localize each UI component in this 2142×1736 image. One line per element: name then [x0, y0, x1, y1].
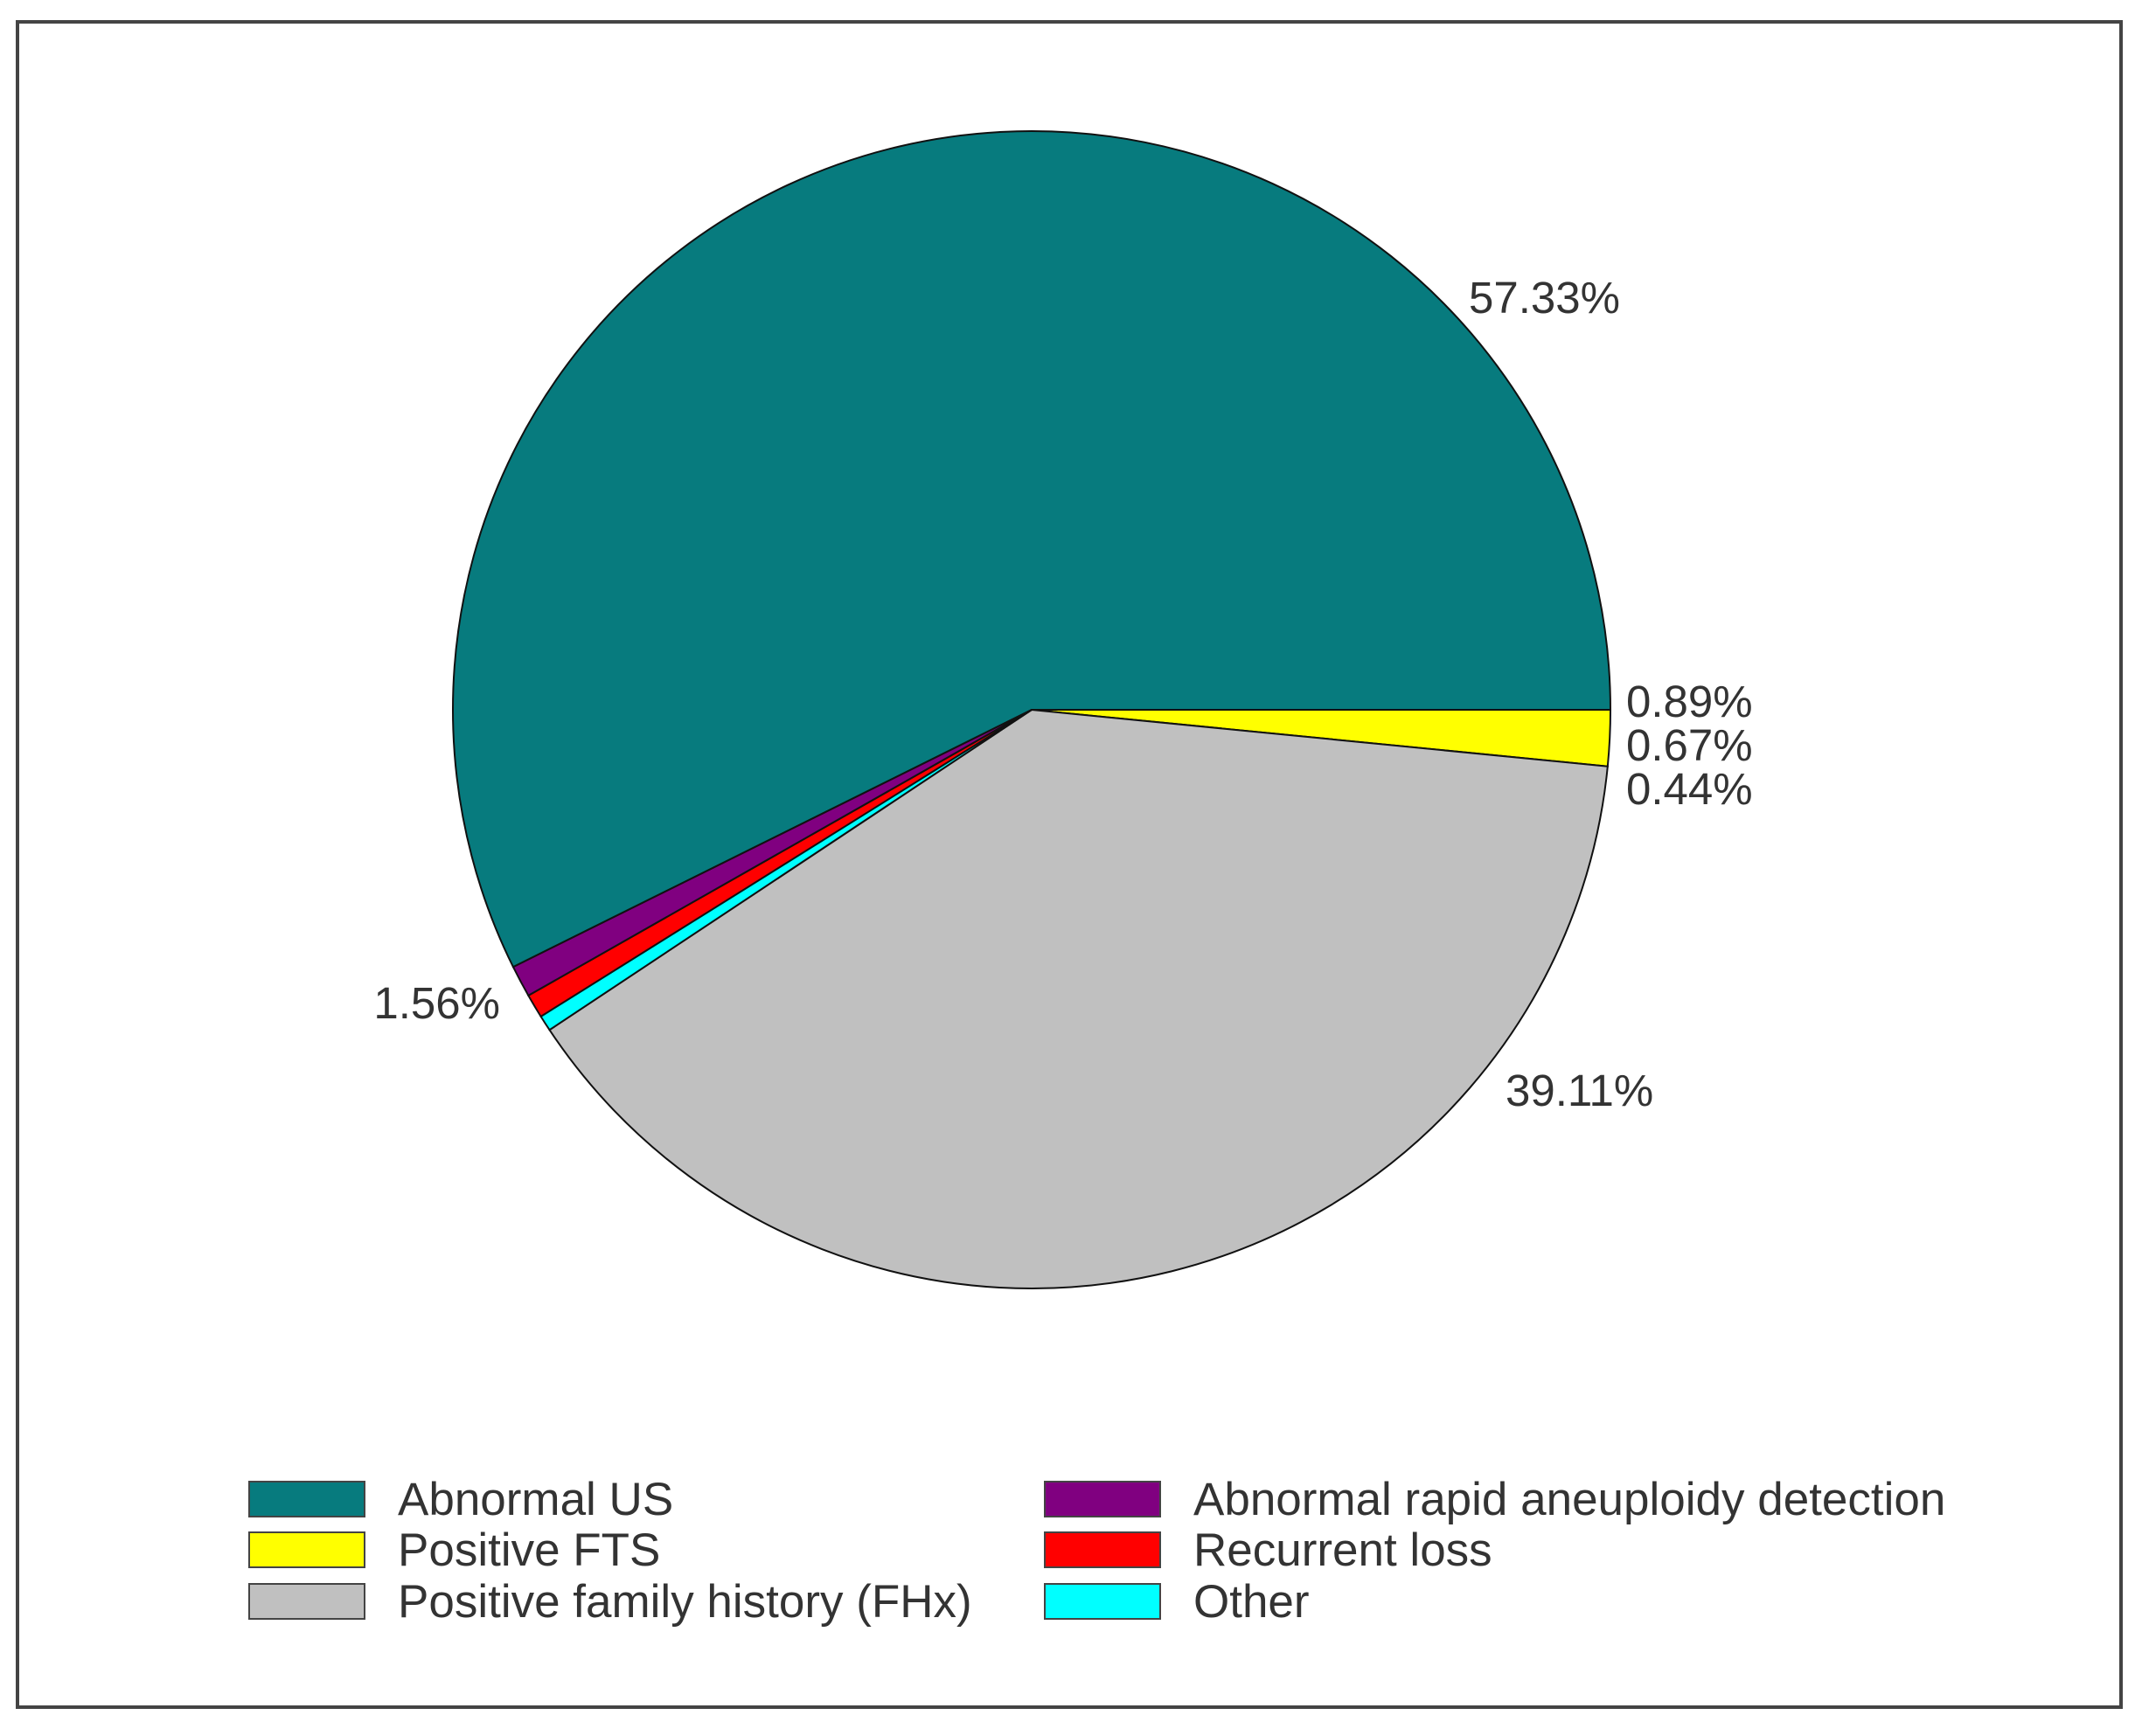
data-label-positive-family-history-fhx: 39.11%	[1506, 1066, 1653, 1115]
legend-swatch-positive-family-history-fhx	[248, 1583, 365, 1620]
legend-label-abnormal-rapid-aneuploidy-detection: Abnormal rapid aneuploidy detection	[1193, 1474, 1945, 1525]
legend-label-positive-fts: Positive FTS	[398, 1524, 660, 1576]
pie-slice-abnormal-us	[452, 130, 1612, 969]
legend-label-recurrent-loss: Recurrent loss	[1193, 1524, 1492, 1576]
legend-swatch-positive-fts	[248, 1531, 365, 1568]
data-label-recurrent-loss: 0.67%	[1626, 720, 1753, 770]
legend-swatch-other	[1044, 1583, 1161, 1620]
pie-slice-abnormal-rapid-aneuploidy-detection	[511, 709, 1033, 997]
data-label-abnormal-rapid-aneuploidy-detection: 0.89%	[1626, 677, 1753, 726]
legend-swatch-abnormal-rapid-aneuploidy-detection	[1044, 1481, 1161, 1517]
legend-item-positive-fts: Positive FTS	[248, 1524, 660, 1576]
legend-item-positive-family-history-fhx: Positive family history (FHx)	[248, 1576, 972, 1628]
legend-item-other: Other	[1044, 1576, 1310, 1628]
legend-item-abnormal-rapid-aneuploidy-detection: Abnormal rapid aneuploidy detection	[1044, 1474, 1945, 1525]
legend-label-abnormal-us: Abnormal US	[398, 1474, 673, 1525]
legend-item-abnormal-us: Abnormal US	[248, 1474, 673, 1525]
legend-swatch-abnormal-us	[248, 1481, 365, 1517]
data-label-abnormal-us: 57.33%	[1469, 273, 1620, 323]
legend-label-other: Other	[1193, 1576, 1310, 1628]
pie-data-labels: 57.33% 1.56% 39.11% 0.44%0.67%0.89%	[373, 273, 1752, 1115]
legend-item-recurrent-loss: Recurrent loss	[1044, 1524, 1492, 1576]
pie-slices	[452, 130, 1612, 1289]
legend-label-positive-family-history-fhx: Positive family history (FHx)	[398, 1576, 972, 1628]
data-label-positive-fts: 1.56%	[373, 978, 500, 1028]
data-label-other: 0.44%	[1626, 764, 1753, 814]
legend-swatch-recurrent-loss	[1044, 1531, 1161, 1568]
